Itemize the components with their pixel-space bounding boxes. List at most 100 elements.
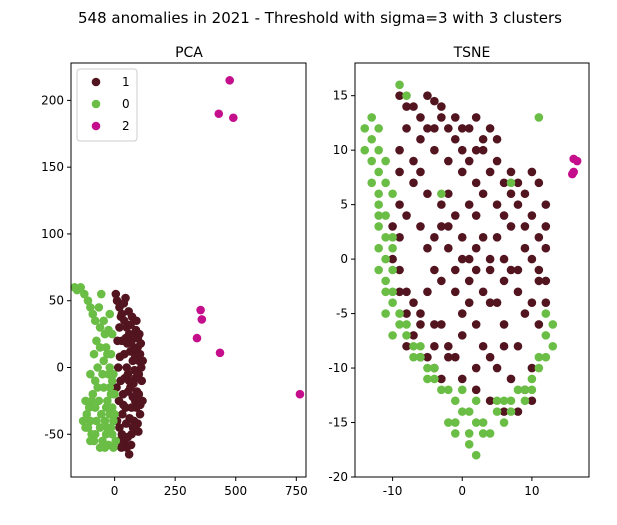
tsne-point-cluster-1-2 <box>423 91 432 100</box>
pca-point-cluster-0-44 <box>96 409 106 419</box>
pca-legend-label-0: 0 <box>122 97 130 111</box>
tsne-point-cluster-1-8 <box>464 156 474 166</box>
pca-point-cluster-1-80 <box>135 400 145 410</box>
pca-point-cluster-0-48 <box>86 369 95 379</box>
tsne-point-cluster-0-57 <box>499 396 509 406</box>
pca-point-cluster-0-50 <box>101 429 111 439</box>
tsne-point-cluster-1-52 <box>499 276 509 286</box>
tsne-point-cluster-1-50 <box>520 309 530 318</box>
tsne-point-cluster-1-56 <box>444 341 453 351</box>
tsne-point-cluster-1-27 <box>437 200 446 209</box>
pca-title: PCA <box>175 45 203 61</box>
tsne-point-cluster-1-44 <box>541 200 551 209</box>
tsne-ytick-label-0: -20 <box>328 470 348 484</box>
tsne-point-cluster-1-45 <box>534 178 544 188</box>
pca-point-cluster-0-11 <box>105 363 115 372</box>
pca-point-cluster-1-56 <box>125 413 134 423</box>
pca-ytick-label-4: 150 <box>41 160 64 174</box>
tsne-point-cluster-0-43 <box>360 124 370 133</box>
tsne-point-cluster-0-18 <box>395 320 404 329</box>
tsne-point-cluster-1-72 <box>437 276 446 286</box>
tsne-point-cluster-1-138 <box>437 320 446 329</box>
tsne-point-cluster-1-133 <box>430 265 439 275</box>
pca-point-cluster-1-74 <box>121 333 131 343</box>
tsne-point-cluster-1-38 <box>485 254 495 264</box>
pca-xtick-label-0: 0 <box>111 484 119 498</box>
pca-point-cluster-0-3 <box>80 289 89 299</box>
tsne-point-cluster-1-61 <box>395 233 404 242</box>
pca-point-cluster-0-4 <box>83 296 93 306</box>
tsne-point-cluster-1-136 <box>478 341 488 351</box>
tsne-point-cluster-1-55 <box>457 331 467 340</box>
tsne-point-cluster-1-0 <box>395 91 404 100</box>
pca-ytick-label-5: 200 <box>41 93 64 107</box>
pca-point-cluster-0-8 <box>95 323 105 332</box>
tsne-point-cluster-0-20 <box>409 341 418 351</box>
tsne-point-cluster-0-22 <box>423 363 432 373</box>
tsne-point-cluster-1-7 <box>457 145 467 155</box>
tsne-point-cluster-1-126 <box>423 124 432 133</box>
tsne-point-cluster-1-51 <box>513 287 523 297</box>
pca-point-cluster-1-47 <box>126 440 136 450</box>
tsne-point-cluster-1-71 <box>527 396 537 406</box>
pca-point-cluster-0-36 <box>92 336 101 346</box>
tsne-point-cluster-0-8 <box>374 200 383 209</box>
pca-point-cluster-0-34 <box>96 289 106 299</box>
tsne-point-cluster-1-18 <box>471 178 481 188</box>
pca-point-cluster-0-62 <box>98 436 107 446</box>
pca-point-cluster-0-67 <box>95 343 105 352</box>
pca-point-cluster-1-62 <box>121 293 130 303</box>
tsne-point-cluster-1-93 <box>499 320 509 329</box>
pca-legend: 1 0 2 <box>76 68 138 142</box>
tsne-point-cluster-0-6 <box>381 178 390 188</box>
pca-point-cluster-1-29 <box>135 409 145 419</box>
tsne-point-cluster-1-54 <box>471 320 481 329</box>
tsne-point-cluster-1-11 <box>485 124 495 133</box>
tsne-point-cluster-0-34 <box>548 341 558 351</box>
pca-point-cluster-1-43 <box>117 443 126 452</box>
tsne-point-cluster-1-124 <box>395 200 404 209</box>
tsne-point-cluster-0-52 <box>430 363 439 373</box>
tsne-point-cluster-1-48 <box>541 298 551 307</box>
tsne-point-cluster-0-42 <box>402 91 411 100</box>
tsne-point-cluster-0-27 <box>478 418 488 427</box>
pca-point-cluster-0-30 <box>106 389 116 399</box>
pca-point-cluster-0-23 <box>93 383 102 392</box>
tsne-point-cluster-1-87 <box>492 233 502 242</box>
pca-ytick-label-1: 0 <box>56 360 64 374</box>
tsne-point-cluster-1-62 <box>402 341 411 351</box>
tsne-point-cluster-1-67 <box>471 385 481 395</box>
tsne-point-cluster-0-28 <box>492 407 502 416</box>
pca-point-cluster-0-12 <box>107 376 117 386</box>
pca-legend-label-2: 2 <box>122 119 130 133</box>
tsne-point-cluster-1-100 <box>395 145 404 155</box>
tsne-point-cluster-1-127 <box>437 102 446 111</box>
tsne-point-cluster-0-16 <box>388 298 397 307</box>
pca-point-cluster-0-2 <box>76 283 85 292</box>
tsne-point-cluster-1-40 <box>513 265 523 275</box>
pca-point-cluster-1-41 <box>113 336 122 346</box>
tsne-point-cluster-1-28 <box>450 211 460 220</box>
tsne-point-cluster-0-48 <box>388 287 397 297</box>
pca-ticks: 0 250 500 750 -50 0 50 100 150 200 <box>41 93 308 498</box>
pca-point-cluster-1-15 <box>124 450 134 459</box>
tsne-point-cluster-1-135 <box>513 200 523 209</box>
tsne-point-cluster-1-109 <box>520 222 530 231</box>
tsne-point-cluster-1-19 <box>485 167 495 177</box>
tsne-point-cluster-1-59 <box>402 287 411 297</box>
tsne-point-cluster-0-56 <box>485 429 495 438</box>
tsne-point-cluster-1-90 <box>444 189 453 199</box>
pca-point-cluster-0-38 <box>84 403 94 412</box>
pca-axes-frame <box>70 62 307 478</box>
tsne-point-cluster-1-131 <box>457 254 467 264</box>
tsne-point-cluster-1-95 <box>527 363 537 373</box>
tsne-point-cluster-1-6 <box>450 134 460 144</box>
tsne-point-cluster-0-49 <box>395 309 404 318</box>
tsne-point-cluster-0-0 <box>367 113 377 122</box>
pca-point-cluster-1-72 <box>116 312 126 322</box>
pca-point-cluster-0-52 <box>109 369 118 379</box>
tsne-point-cluster-1-14 <box>416 134 425 144</box>
tsne-point-cluster-1-1 <box>409 102 418 111</box>
tsne-point-cluster-1-115 <box>485 352 495 362</box>
pca-point-cluster-1-20 <box>113 363 123 372</box>
